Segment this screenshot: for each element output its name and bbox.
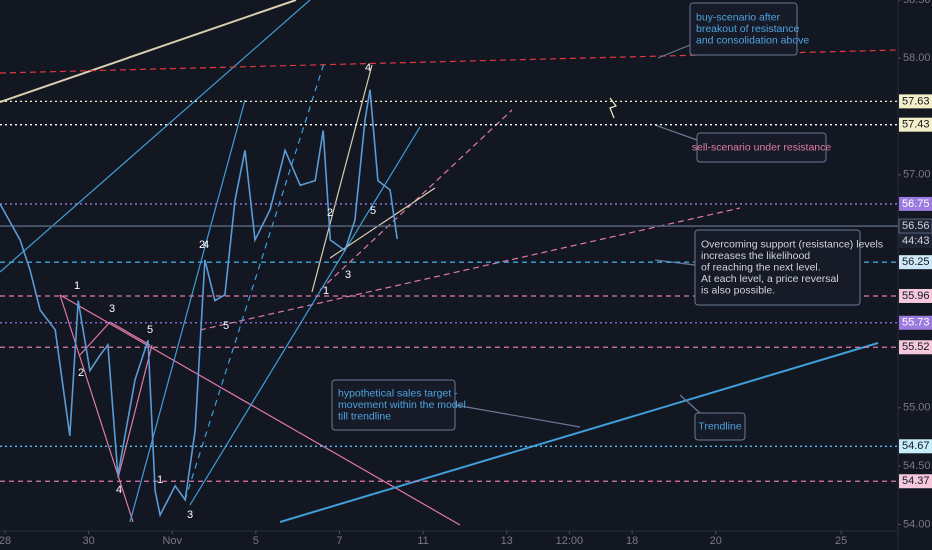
x-tick-label: 7 <box>336 535 342 547</box>
x-tick-label: 30 <box>83 535 95 547</box>
price-axis <box>898 0 932 550</box>
y-tick-label: 58.50 <box>903 0 931 6</box>
x-tick-label: 18 <box>626 535 638 547</box>
annotation-text: At each level, a price reversal <box>701 273 839 285</box>
wave-label: 2 <box>199 239 205 251</box>
price-tag-label: 56.75 <box>902 198 930 210</box>
price-tag-label: 56.56 <box>902 220 930 232</box>
wave-label: 5 <box>370 205 376 217</box>
price-tag <box>899 196 932 211</box>
annotation-text: of reaching the next level. <box>701 261 821 273</box>
annotation-text: Trendline <box>698 420 742 432</box>
annotation-text: buy-scenario after <box>696 11 781 23</box>
price-tag <box>899 94 932 109</box>
y-tick-label: 54.50 <box>903 460 931 472</box>
y-tick-label: 58.00 <box>903 52 931 64</box>
price-tag-label: 54.67 <box>902 440 930 452</box>
annotation-box <box>694 229 861 306</box>
wave-label: 2 <box>327 207 333 219</box>
wave-label: 3 <box>109 303 115 315</box>
wave-label: 1 <box>74 280 80 292</box>
annotation-box <box>694 412 746 441</box>
price-tag-label: 55.52 <box>902 341 930 353</box>
price-tag-label: 57.63 <box>902 95 930 107</box>
annotation-text: breakout of resistance <box>696 23 799 35</box>
price-tag <box>899 255 932 270</box>
price-tag-label: 55.73 <box>902 317 930 329</box>
price-tag <box>899 117 932 132</box>
annotation-text: movement within the model <box>338 399 466 411</box>
price-tag-label: 56.25 <box>902 256 930 268</box>
price-tag <box>898 218 932 234</box>
drawings <box>0 0 899 526</box>
wave-label: 5 <box>147 324 153 336</box>
y-tick-label: 54.00 <box>903 518 931 530</box>
wave-label: 4 <box>203 239 209 251</box>
x-tick-label: 5 <box>253 535 259 547</box>
wave-label: 1 <box>157 474 163 486</box>
price-tag-label: 54.37 <box>902 475 930 487</box>
y-tick-label: 57.00 <box>903 169 931 181</box>
annotation-text: increases the likelihood <box>701 250 810 262</box>
annotation-box <box>331 379 456 431</box>
wave-label: 3 <box>345 269 351 281</box>
price-tag <box>899 315 932 330</box>
x-tick-label: 20 <box>710 535 722 547</box>
price-tag-label: 57.43 <box>902 119 930 131</box>
annotation-text: till trendline <box>338 410 391 422</box>
countdown-tag <box>899 234 932 249</box>
price-tag <box>899 439 932 454</box>
price-tag-label: 55.96 <box>902 290 930 302</box>
price-tag <box>899 474 932 489</box>
annotation-box <box>696 132 827 163</box>
wave-label: 4 <box>365 62 371 74</box>
annotation-box <box>689 2 798 56</box>
x-tick-label: 13 <box>501 535 513 547</box>
price-tag <box>899 340 932 355</box>
wave-label: 2 <box>78 367 84 379</box>
wave-label: 1 <box>323 285 329 297</box>
y-tick-label: 55.00 <box>903 402 931 414</box>
wave-label: 4 <box>116 484 122 496</box>
annotation-text: Overcoming support (resistance) levels <box>701 238 883 250</box>
x-tick-label: 28 <box>0 535 11 547</box>
price-tag <box>899 288 932 303</box>
price-line <box>0 89 398 518</box>
x-tick-label: 25 <box>835 535 847 547</box>
wave-label: 3 <box>187 509 193 521</box>
countdown: 44:43 <box>902 235 930 247</box>
annotation-text: sell-scenario under resistance <box>692 141 832 153</box>
annotation-text: and consolidation above <box>696 34 809 46</box>
annotation-text: hypothetical sales target - <box>338 387 458 399</box>
annotation-text: is also possible. <box>701 284 775 296</box>
x-tick-label: 12:00 <box>556 535 584 547</box>
x-tick-label: Nov <box>162 535 182 547</box>
wave-label: 5 <box>223 320 229 332</box>
x-tick-label: 11 <box>417 535 428 547</box>
